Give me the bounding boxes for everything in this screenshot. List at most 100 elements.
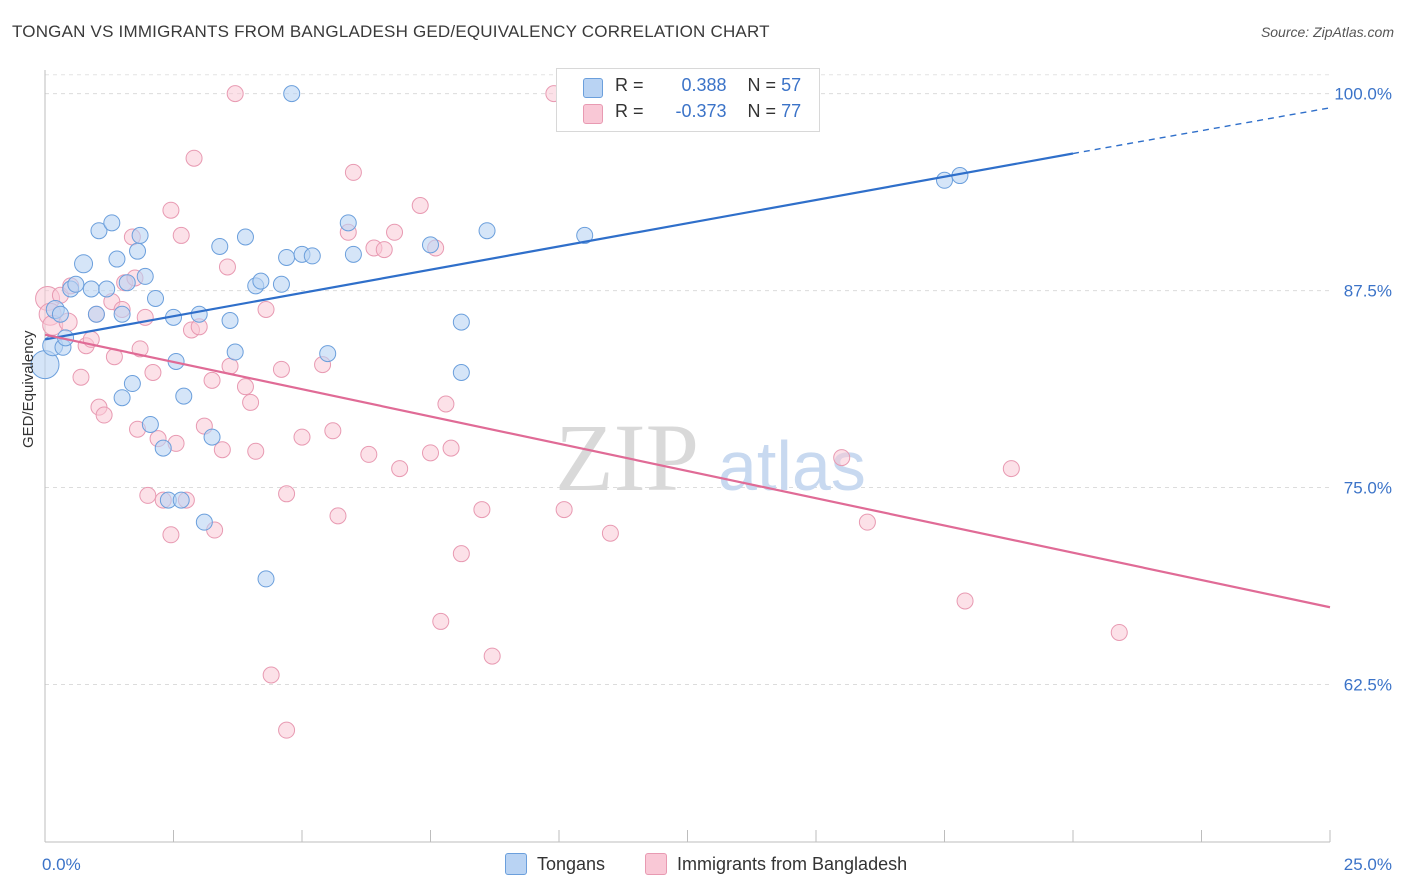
bangladesh-point xyxy=(329,507,347,525)
tongan-point xyxy=(147,289,165,307)
tongan-point xyxy=(51,305,69,323)
trend-lines xyxy=(44,107,1331,609)
bangladesh-point xyxy=(236,378,254,396)
tongan-point xyxy=(108,250,126,268)
x-tick-label: 0.0% xyxy=(42,855,81,874)
y-tick-label: 62.5% xyxy=(1344,675,1392,694)
tongan-point xyxy=(272,275,290,293)
tongan-point xyxy=(67,275,85,293)
tongan-point xyxy=(172,491,190,509)
bangladesh-point xyxy=(162,526,180,544)
tongan-point xyxy=(90,222,108,240)
gridlines xyxy=(45,74,1330,685)
bangladesh-point xyxy=(278,485,296,503)
tongan-point xyxy=(113,305,131,323)
legend-n-value-bangladesh: 77 xyxy=(781,101,802,121)
tongan-point xyxy=(478,222,496,240)
bangladesh-point xyxy=(452,545,470,563)
bangladesh-point xyxy=(324,422,342,440)
tongan-point xyxy=(123,375,141,393)
bangladesh-point xyxy=(483,647,501,665)
tongan-point xyxy=(221,312,239,330)
y-tick-label: 100.0% xyxy=(1334,85,1392,104)
tongan-point xyxy=(136,267,154,285)
bangladesh-legend-label: Immigrants from Bangladesh xyxy=(677,853,908,874)
bangladesh-point xyxy=(257,300,275,318)
bangladesh-point xyxy=(437,395,455,413)
legend-r-value-bangladesh: -0.373 xyxy=(675,101,727,121)
bangladesh-point xyxy=(185,149,203,167)
tongan-point xyxy=(283,85,301,103)
bangladesh-point xyxy=(203,371,221,389)
tongan-point xyxy=(190,305,208,323)
tongan-swatch xyxy=(583,78,603,98)
source-label: Source: ZipAtlas.com xyxy=(1260,24,1394,40)
bangladesh-point xyxy=(391,460,409,478)
tongan-point xyxy=(118,274,136,292)
bangladesh-point xyxy=(272,360,290,378)
bangladesh-point xyxy=(1002,460,1020,478)
tongan-point xyxy=(154,439,172,457)
tongan-point xyxy=(195,513,213,531)
bangladesh-point xyxy=(344,163,362,181)
y-tick-label: 87.5% xyxy=(1344,282,1392,301)
tongan-point xyxy=(203,428,221,446)
bangladesh-point xyxy=(213,441,231,459)
axes xyxy=(44,70,1331,843)
bangladesh-point xyxy=(375,241,393,259)
tick-labels: 62.5% 75.0% 87.5% 100.0% 0.0% 25.0% xyxy=(42,85,1392,874)
tongan-point xyxy=(278,248,296,266)
bangladesh-point xyxy=(432,612,450,630)
bangladesh-point xyxy=(278,721,296,739)
bangladesh-point xyxy=(473,501,491,519)
tongan-point xyxy=(74,254,94,274)
y-tick-label: 75.0% xyxy=(1344,479,1392,498)
tongan-point xyxy=(344,245,362,263)
tongan-point xyxy=(452,363,470,381)
tongan-trend-extension xyxy=(1072,107,1331,155)
bangladesh-point xyxy=(386,223,404,241)
tongan-point xyxy=(141,415,159,433)
tongan-point xyxy=(98,280,116,298)
bangladesh-legend-swatch xyxy=(645,853,667,875)
tongan-legend-swatch xyxy=(505,853,527,875)
tongan-point xyxy=(211,237,229,255)
tongan-point xyxy=(175,387,193,405)
bangladesh-point xyxy=(218,258,236,276)
tongan-point xyxy=(319,345,337,363)
bangladesh-point xyxy=(555,501,573,519)
tongan-point xyxy=(87,305,105,323)
bangladesh-point xyxy=(72,368,90,386)
bangladesh-point xyxy=(172,226,190,244)
bangladesh-point xyxy=(95,406,113,424)
tongan-trend-line xyxy=(44,152,1074,341)
x-tick-label: 25.0% xyxy=(1344,855,1392,874)
bottom-legend-tongan[interactable]: Tongans xyxy=(505,852,605,876)
bottom-legend-bangladesh[interactable]: Immigrants from Bangladesh xyxy=(645,852,907,876)
tongan-points xyxy=(30,85,969,588)
bangladesh-point xyxy=(293,428,311,446)
bangladesh-points xyxy=(35,85,1128,739)
tongan-point xyxy=(576,226,594,244)
tongan-point xyxy=(82,280,100,298)
bangladesh-point xyxy=(833,449,851,467)
tongan-point xyxy=(131,226,149,244)
tongan-point xyxy=(113,389,131,407)
bangladesh-point xyxy=(411,196,429,214)
legend-r-label: R = xyxy=(615,75,644,95)
bangladesh-point xyxy=(858,513,876,531)
y-axis-label: GED/Equivalency xyxy=(20,330,37,448)
bangladesh-point xyxy=(442,439,460,457)
stats-legend: R = 0.388 N = 57 R = -0.373 N = 77 xyxy=(556,68,820,132)
bangladesh-point xyxy=(601,524,619,542)
bangladesh-point xyxy=(139,486,157,504)
tongan-point xyxy=(303,247,321,265)
tongan-point xyxy=(252,272,270,290)
bangladesh-point xyxy=(226,85,244,103)
tongan-point xyxy=(226,343,244,361)
tongan-point xyxy=(236,228,254,246)
bangladesh-point xyxy=(242,393,260,411)
legend-r-label: R = xyxy=(615,101,644,121)
legend-n-label: N = xyxy=(747,75,777,95)
